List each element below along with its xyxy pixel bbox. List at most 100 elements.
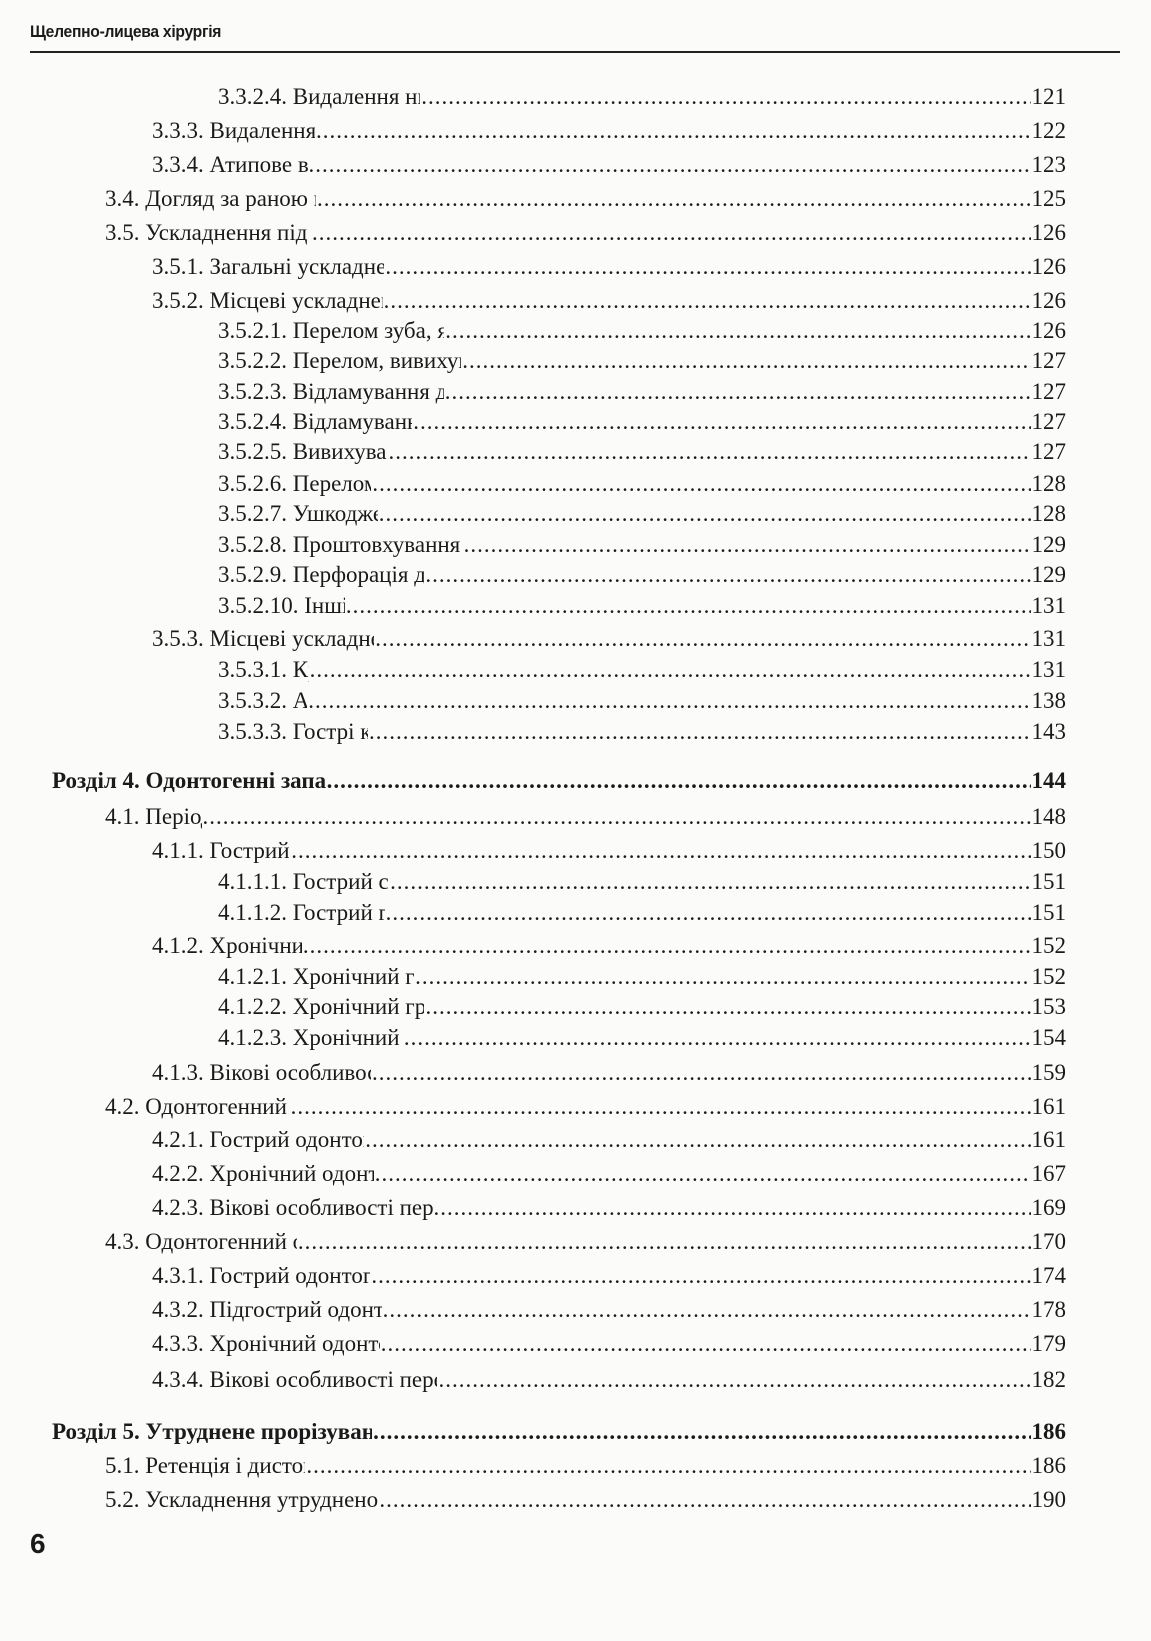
dot-leader bbox=[371, 1261, 1030, 1291]
page-number: 6 bbox=[30, 1528, 46, 1559]
toc-entry-page: 154 bbox=[1031, 1025, 1067, 1050]
toc-entry-title: 3.5. Ускладнення під час видалення зубів bbox=[105, 220, 311, 245]
toc-entry-page: 170 bbox=[1031, 1229, 1067, 1254]
toc-entry-page: 144 bbox=[1031, 768, 1067, 793]
toc-entry-page: 131 bbox=[1031, 593, 1067, 618]
toc-entry-title: 3.5.1. Загальні ускладнення під час вида… bbox=[152, 254, 385, 279]
toc-entry: 4.1.3. Вікові особливості перебігу періо… bbox=[152, 1058, 1066, 1088]
toc-entry: 3.3.4. Атипове видалення зубів 123 bbox=[152, 150, 1066, 180]
toc-entry-page: 179 bbox=[1031, 1331, 1067, 1356]
dot-leader bbox=[310, 655, 1031, 685]
toc-chapter: Розділ 5. Утруднене прорізування запізні… bbox=[52, 1417, 1066, 1447]
toc-entry-title: 4.3.2. Підгострий одонтогенний остеомієл… bbox=[152, 1297, 382, 1322]
header-rule bbox=[30, 51, 1120, 53]
toc-entry-title: 4.1.2. Хронічний періодонтит bbox=[152, 933, 302, 958]
toc-entry: 3.5.2.1. Перелом зуба, який видаляють, а… bbox=[218, 316, 1066, 346]
dot-leader bbox=[438, 1365, 1030, 1395]
toc-entry-page: 186 bbox=[1031, 1419, 1067, 1444]
toc-entry: 3.5.3.2. Альвеоліт 138 bbox=[218, 686, 1066, 716]
toc-entry-page: 131 bbox=[1031, 657, 1067, 682]
toc-entry: 3.5. Ускладнення під час видалення зубів… bbox=[105, 218, 1066, 248]
toc-chapter: Розділ 4. Одонтогенні запальні захворюва… bbox=[52, 766, 1066, 796]
toc-entry-page: 126 bbox=[1031, 254, 1067, 279]
dot-leader bbox=[421, 82, 1030, 112]
dot-leader bbox=[308, 686, 1030, 716]
toc-entry: 4.3.1. Гострий одонтогенний остеомієліт … bbox=[152, 1261, 1066, 1291]
toc-entry-title: 3.5.3.2. Альвеоліт bbox=[218, 688, 308, 713]
toc-entry-title: 4.2.3. Вікові особливості перебігу одонт… bbox=[152, 1195, 433, 1220]
toc-entry-page: 152 bbox=[1031, 964, 1067, 989]
toc-entry: 4.3.2. Підгострий одонтогенний остеомієл… bbox=[152, 1295, 1066, 1325]
toc-entry-title: 4.1.2.3. Хронічний фіброзний періодонтит bbox=[218, 1025, 403, 1050]
toc-entry-title: 3.5.2.2. Перелом, вивихування або видале… bbox=[218, 348, 461, 373]
toc-entry-page: 126 bbox=[1031, 220, 1067, 245]
toc-entry-page: 122 bbox=[1031, 118, 1067, 143]
toc-entry: 4.1. Періодонтит 148 bbox=[105, 802, 1066, 832]
dot-leader bbox=[385, 252, 1030, 282]
dot-leader bbox=[434, 1193, 1031, 1223]
dot-leader bbox=[379, 1485, 1030, 1515]
toc-entry-page: 129 bbox=[1031, 562, 1067, 587]
toc-entry: 5.2. Ускладнення утрудненого прорізуванн… bbox=[105, 1485, 1066, 1515]
dot-leader bbox=[365, 1125, 1030, 1155]
dot-leader bbox=[381, 1329, 1031, 1359]
toc-entry-page: 153 bbox=[1031, 994, 1067, 1019]
toc-entry-title: 3.3.4. Атипове видалення зубів bbox=[152, 152, 308, 177]
toc-entry: 4.3. Одонтогенний остеомієліт щелеп 170 bbox=[105, 1227, 1066, 1257]
toc-entry: 3.5.2.5. Вивихування нижньої щелепи 127 bbox=[218, 437, 1066, 467]
toc-entry-page: 190 bbox=[1031, 1487, 1067, 1512]
toc-entry-title: 4.3.4. Вікові особливості перебігу одонт… bbox=[152, 1367, 437, 1392]
dot-leader bbox=[383, 1295, 1031, 1325]
toc-entry-title: 3.5.2.4. Відламування горба верхньої щел… bbox=[218, 409, 412, 434]
toc-entry: 4.3.4. Вікові особливості перебігу одонт… bbox=[152, 1365, 1066, 1395]
toc-entry-page: 161 bbox=[1031, 1094, 1067, 1119]
toc-entry-page: 169 bbox=[1031, 1195, 1067, 1220]
toc-entry-title: 3.5.2.5. Вивихування нижньої щелепи bbox=[218, 439, 387, 464]
toc-entry-page: 129 bbox=[1031, 532, 1067, 557]
dot-leader bbox=[372, 1058, 1030, 1088]
toc-entry: 3.5.2.9. Перфорація дна верхньощелепної … bbox=[218, 560, 1066, 590]
dot-leader bbox=[413, 407, 1030, 437]
dot-leader bbox=[327, 766, 1031, 796]
dot-leader bbox=[375, 624, 1030, 654]
toc-entry-page: 128 bbox=[1031, 471, 1067, 496]
dot-leader bbox=[309, 150, 1031, 180]
toc-entry-title: 4.1.2.2. Хронічний гранулематозний періо… bbox=[218, 994, 425, 1019]
toc-entry: 5.1. Ретенція і дистопія запізнілих зубі… bbox=[105, 1451, 1066, 1481]
toc-entry-title: 4.3.1. Гострий одонтогенний остеомієліт … bbox=[152, 1263, 371, 1288]
toc-entry: 3.5.2.10. Інші ускладнення 131 bbox=[218, 591, 1066, 621]
running-header: Щелепно-лицева хірургія bbox=[30, 22, 222, 41]
dot-leader bbox=[425, 992, 1030, 1022]
toc-entry: 4.2.3. Вікові особливості перебігу одонт… bbox=[152, 1193, 1066, 1223]
toc-entry-page: 186 bbox=[1031, 1453, 1067, 1478]
toc-entry-page: 150 bbox=[1031, 838, 1067, 863]
toc-entry-title: 4.1.2.1. Хронічний гранулюючий періодонт… bbox=[218, 964, 415, 989]
toc-entry-page: 178 bbox=[1031, 1297, 1067, 1322]
toc-entry: 3.5.1. Загальні ускладнення під час вида… bbox=[152, 252, 1066, 282]
toc-entry-page: 152 bbox=[1031, 933, 1067, 958]
toc-entry: 4.2.1. Гострий одонтогенний періостит ще… bbox=[152, 1125, 1066, 1155]
toc-entry: 3.5.2.7. Ушкодження м'яких тканин 128 bbox=[218, 499, 1066, 529]
toc-entry-title: 3.3.2.4. Видалення нижніх великих кутніх… bbox=[218, 84, 420, 109]
toc-entry-title: 4.3. Одонтогенний остеомієліт щелеп bbox=[105, 1229, 297, 1254]
toc-entry: 4.1.1.1. Гострий серозний періодонтит 151 bbox=[218, 867, 1066, 897]
toc-entry-title: 4.2.1. Гострий одонтогенний періостит ще… bbox=[152, 1127, 364, 1152]
toc-entry-title: 3.5.2.7. Ушкодження м'яких тканин bbox=[218, 501, 378, 526]
toc-entry-title: 3.5.3. Місцеві ускладнення після видален… bbox=[152, 626, 374, 651]
dot-leader bbox=[425, 560, 1030, 590]
toc-entry: 3.5.2.6. Перелом нижньої щелепи 128 bbox=[218, 469, 1066, 499]
toc-entry-page: 121 bbox=[1031, 84, 1067, 109]
toc-entry-page: 161 bbox=[1031, 1127, 1067, 1152]
toc-entry-title: 4.2. Одонтогенний періостит щелеп bbox=[105, 1094, 290, 1119]
dot-leader bbox=[291, 836, 1030, 866]
toc-entry: 3.5.3.1. Кровотеча 131 bbox=[218, 655, 1066, 685]
toc-entry-title: 3.5.2.3. Відламування ділянки альвеолярн… bbox=[218, 379, 444, 404]
toc-entry-title: 5.1. Ретенція і дистопія запізнілих зубі… bbox=[105, 1453, 305, 1478]
toc-entry-title: 3.5.3.3. Гострі кісткові краї ямки bbox=[218, 719, 368, 744]
dot-leader bbox=[445, 316, 1030, 346]
dot-leader bbox=[415, 962, 1030, 992]
toc-entry-page: 159 bbox=[1031, 1060, 1067, 1085]
dot-leader bbox=[372, 469, 1030, 499]
toc-entry-page: 167 bbox=[1031, 1161, 1067, 1186]
toc-entry-page: 143 bbox=[1031, 719, 1067, 744]
